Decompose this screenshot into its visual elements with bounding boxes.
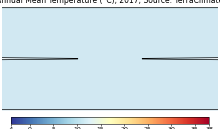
Polygon shape	[0, 8, 220, 110]
Title: Annual Mean Temperature (°C), 2017; Source: TerraClimate: Annual Mean Temperature (°C), 2017; Sour…	[0, 0, 220, 5]
